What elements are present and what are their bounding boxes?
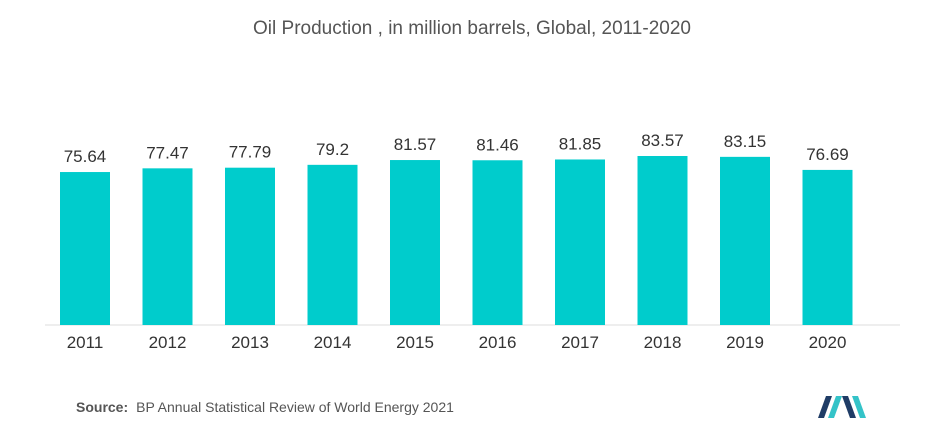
x-tick-label-2013: 2013 (231, 333, 269, 352)
mordor-intelligence-logo-icon (818, 396, 866, 418)
value-label-2011: 75.64 (64, 147, 107, 166)
source-note: Source: BP Annual Statistical Review of W… (76, 399, 454, 415)
x-tick-label-2019: 2019 (726, 333, 764, 352)
value-label-2018: 83.57 (641, 131, 684, 150)
value-label-2019: 83.15 (724, 132, 767, 151)
x-tick-label-2014: 2014 (314, 333, 352, 352)
x-tick-label-2016: 2016 (479, 333, 517, 352)
bar-2017 (555, 159, 605, 325)
x-tick-label-2012: 2012 (149, 333, 187, 352)
value-label-2013: 77.79 (229, 143, 272, 162)
value-label-2012: 77.47 (146, 143, 189, 162)
bar-2013 (225, 167, 275, 325)
bar-2016 (472, 160, 523, 325)
bar-2014 (307, 164, 358, 325)
bars-group (60, 156, 853, 325)
bar-2012 (142, 168, 193, 325)
value-label-2017: 81.85 (559, 134, 602, 153)
value-labels-group: 75.64 77.47 77.79 79.2 81.57 81.46 81.85 83.57 8… (64, 131, 849, 166)
x-tick-label-2015: 2015 (396, 333, 434, 352)
x-tick-label-2020: 2020 (809, 333, 847, 352)
value-label-2014: 79.2 (316, 140, 349, 159)
x-tick-label-2017: 2017 (561, 333, 599, 352)
x-tick-label-2018: 2018 (644, 333, 682, 352)
value-label-2015: 81.57 (394, 135, 437, 154)
value-label-2020: 76.69 (806, 145, 849, 164)
value-label-2016: 81.46 (476, 135, 519, 154)
x-tick-label-2011: 2011 (67, 333, 104, 352)
bar-2020 (802, 169, 853, 325)
bar-2011 (60, 172, 110, 325)
bar-chart: 75.64 77.47 77.79 79.2 81.57 81.46 81.85 83.57 8… (45, 131, 900, 352)
source-label: Source: (76, 399, 129, 415)
bar-2015 (390, 160, 440, 325)
source-text: BP Annual Statistical Review of World En… (136, 399, 454, 415)
bar-2019 (720, 156, 770, 325)
bar-2018 (637, 156, 688, 325)
x-tick-labels-group: 2011 2012 2013 2014 2015 2016 2017 2018 2019 2020 (67, 333, 847, 352)
chart-title: Oil Production , in million barrels, Glo… (253, 18, 691, 39)
